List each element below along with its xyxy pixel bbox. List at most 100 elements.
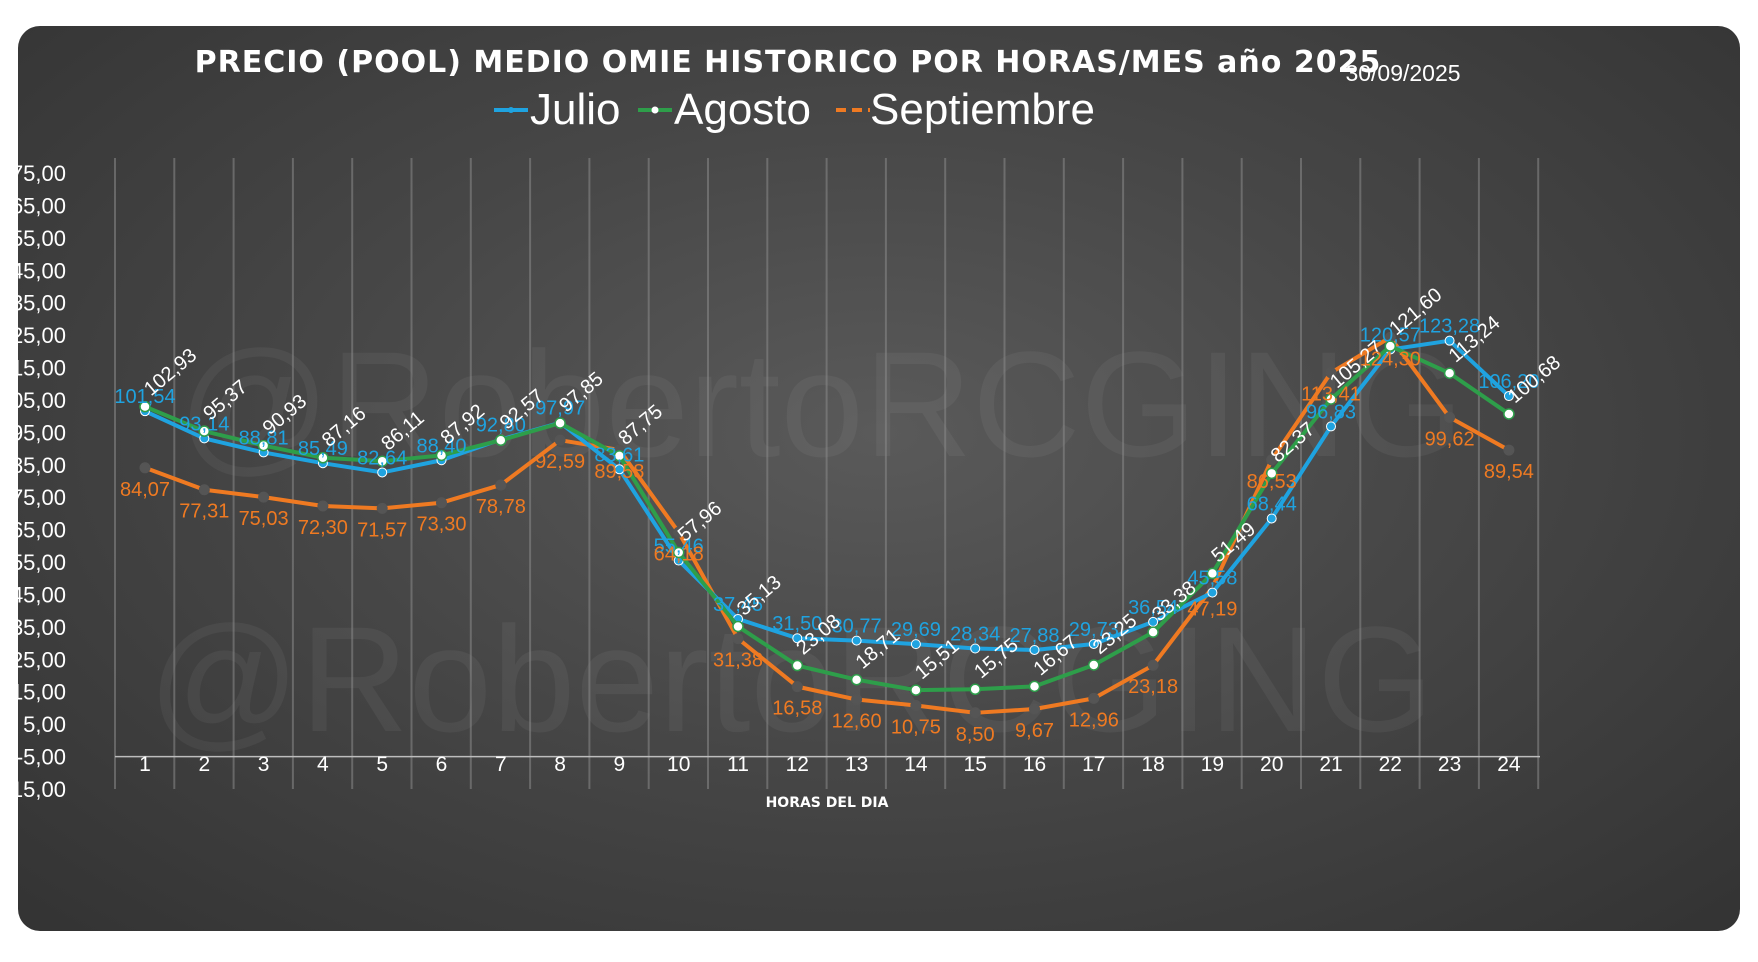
grid: [114, 158, 1540, 789]
x-axis-title: HORAS DEL DIA: [766, 795, 889, 811]
data-point-julio: [851, 635, 862, 646]
data-label-septiembre: 64,18: [654, 543, 704, 565]
data-point-julio: [614, 464, 625, 475]
data-label-julio: 36,54: [1128, 597, 1178, 619]
data-point-julio: [1088, 638, 1099, 649]
data-point-agosto: [1503, 408, 1515, 420]
data-point-septiembre: [495, 479, 507, 491]
data-point-septiembre: [554, 434, 566, 446]
data-point-julio: [1266, 513, 1277, 524]
x-tick-label: 11: [727, 753, 749, 776]
data-point-septiembre: [1325, 367, 1337, 379]
data-point-septiembre: [673, 526, 685, 538]
x-tick-label: 6: [436, 753, 448, 776]
data-point-julio: [792, 633, 803, 644]
chart-frame: @RobertoRCGING @RobertoRCGING PRECIO (PO…: [18, 26, 1740, 931]
x-tick-label: 20: [1260, 753, 1283, 776]
y-tick-label: 105,00: [18, 388, 66, 413]
x-tick-label: 5: [376, 753, 388, 776]
data-label-julio: 88,81: [239, 427, 289, 449]
x-tick-label: 2: [198, 753, 210, 776]
data-label-julio: 88,40: [416, 435, 466, 457]
legend: Julio Agosto Septiembre: [494, 85, 1095, 134]
y-tick-label: 125,00: [18, 323, 66, 348]
data-label-septiembre: 75,03: [239, 508, 289, 530]
data-point-julio: [1444, 335, 1455, 346]
data-label-septiembre: 89,58: [594, 461, 644, 483]
y-tick-label: 145,00: [18, 258, 66, 283]
data-point-agosto: [317, 452, 329, 464]
data-label-septiembre: 10,75: [891, 717, 941, 739]
data-label-julio: 92,80: [476, 415, 526, 437]
data-label-julio: 82,64: [357, 447, 407, 469]
x-tick-label: 12: [786, 753, 809, 776]
data-point-agosto: [198, 425, 211, 437]
series-group: [139, 331, 1515, 719]
x-tick-label: 19: [1201, 753, 1224, 776]
data-point-agosto: [910, 684, 922, 696]
data-point-septiembre: [1444, 411, 1456, 423]
series-line-septiembre: [143, 335, 1511, 715]
data-point-julio: [1207, 587, 1218, 598]
data-label-julio: 106,20: [1478, 371, 1539, 393]
data-point-agosto: [1325, 393, 1337, 405]
y-tick-label: 155,00: [18, 226, 66, 251]
x-tick-label: 23: [1438, 753, 1461, 776]
data-point-septiembre: [258, 491, 270, 503]
data-label-julio: 93,14: [179, 413, 229, 435]
y-tick-label: 45,00: [18, 582, 66, 607]
data-point-agosto: [732, 620, 744, 633]
x-tick-label: 15: [964, 753, 987, 776]
x-tick-label: 21: [1319, 753, 1342, 776]
data-point-julio: [910, 639, 921, 650]
data-label-septiembre: 23,18: [1128, 676, 1178, 698]
chart-date: 30/09/2025: [1345, 60, 1460, 86]
data-point-septiembre: [376, 502, 388, 514]
y-tick-label: 165,00: [18, 193, 66, 218]
data-point-agosto: [257, 439, 270, 452]
data-label-septiembre: 99,62: [1425, 428, 1475, 450]
data-label-septiembre: 47,19: [1187, 598, 1237, 620]
y-tick-label: 115,00: [18, 356, 66, 381]
data-label-julio: 37,45: [713, 594, 763, 616]
data-label-septiembre: 89,54: [1484, 461, 1534, 483]
data-point-agosto: [613, 450, 626, 462]
data-point-septiembre: [198, 484, 210, 496]
data-point-julio: [377, 467, 388, 478]
series-line-julio: [143, 338, 1511, 652]
data-point-septiembre: [851, 694, 863, 706]
data-point-agosto: [969, 683, 981, 696]
data-point-agosto: [791, 659, 804, 672]
y-tick-label: 35,00: [18, 615, 66, 640]
data-point-septiembre: [436, 497, 447, 509]
data-label-julio: 29,73: [1069, 619, 1119, 641]
x-tick-label: 16: [1023, 753, 1046, 776]
data-label-septiembre: 71,57: [357, 519, 407, 541]
data-point-agosto: [1384, 340, 1397, 352]
data-label-julio: 29,69: [891, 619, 941, 641]
y-tick-label: 5,00: [23, 712, 66, 737]
data-label-septiembre: 9,67: [1015, 720, 1054, 742]
data-label-septiembre: 124,30: [1360, 348, 1421, 370]
line-chart: @RobertoRCGING @RobertoRCGING PRECIO (PO…: [18, 45, 1565, 811]
data-point-julio: [1029, 644, 1040, 655]
data-point-agosto: [1088, 659, 1100, 671]
legend-julio-marker: [508, 107, 514, 113]
data-label-septiembre: 77,31: [179, 501, 229, 523]
data-point-julio: [1326, 421, 1336, 432]
legend-septiembre-label: Septiembre: [870, 85, 1095, 134]
data-label-julio: 45,58: [1187, 568, 1237, 590]
x-axis: 1 2 3 4 5 6 7 8 9 10 11 12 13 14 15 16 17 18 19 20 21 22 23 24: [139, 753, 1521, 776]
data-point-agosto: [1265, 467, 1278, 480]
data-point-agosto: [1443, 367, 1456, 379]
y-tick-label: -5,00: [18, 745, 66, 770]
data-point-septiembre: [1503, 444, 1515, 456]
data-point-septiembre: [317, 500, 329, 512]
data-point-agosto: [672, 546, 685, 559]
y-tick-label: 85,00: [18, 453, 66, 478]
y-tick-label: 65,00: [18, 518, 66, 543]
series-line-agosto: [143, 344, 1511, 693]
data-point-agosto: [1147, 626, 1159, 638]
data-label-julio: 28,34: [950, 623, 1000, 645]
x-tick-label: 7: [495, 753, 507, 776]
